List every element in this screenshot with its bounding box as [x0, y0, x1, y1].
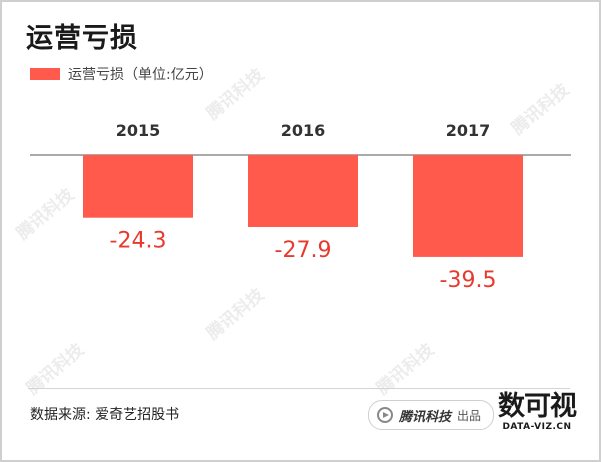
chart-title: 运营亏损: [26, 23, 138, 54]
publisher-name: 腾讯科技: [399, 409, 452, 425]
category-label: 2017: [446, 121, 491, 140]
value-label: -27.9: [275, 238, 332, 263]
value-label: -39.5: [440, 268, 497, 293]
category-label: 2015: [116, 121, 161, 140]
bar: [413, 155, 523, 257]
logo-mark: 数可视: [498, 391, 577, 422]
legend-label: 运营亏损（单位:亿元）: [68, 67, 213, 83]
legend: 运营亏损（单位:亿元）: [30, 64, 213, 84]
footer-divider: [28, 388, 570, 389]
value-label: -24.3: [110, 229, 167, 254]
play-icon: [377, 407, 393, 423]
data-viz-logo: 数可视 DATA-VIZ.CN: [498, 391, 577, 433]
data-source: 数据来源: 爱奇艺招股书: [30, 407, 180, 423]
publisher-badge: 腾讯科技 出品: [368, 400, 495, 430]
logo-text: DATA-VIZ.CN: [502, 422, 572, 432]
legend-swatch: [30, 68, 60, 80]
category-label: 2016: [281, 121, 326, 140]
publisher-suffix: 出品: [457, 408, 482, 423]
bar: [83, 155, 193, 218]
bar: [248, 155, 358, 227]
